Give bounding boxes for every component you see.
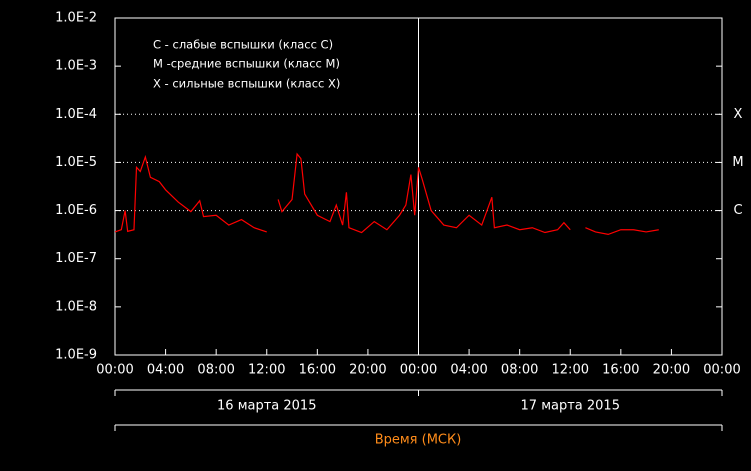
x-axis-label: Время (МСК) <box>375 433 462 448</box>
x-tick-label: 12:00 <box>552 363 589 378</box>
x-tick-label: 00:00 <box>96 363 133 378</box>
y-tick-label: 1.0E-2 <box>55 11 97 26</box>
x-tick-label: 16:00 <box>299 363 336 378</box>
x-tick-label: 20:00 <box>349 363 386 378</box>
x-tick-label: 00:00 <box>400 363 437 378</box>
legend-note: X - сильные вспышки (класс X) <box>153 77 340 91</box>
y-tick-label: 1.0E-3 <box>55 59 97 74</box>
flux-line <box>114 152 659 236</box>
legend-note: C - слабые вспышки (класс C) <box>153 38 333 52</box>
y-tick-label: 1.0E-7 <box>55 251 97 266</box>
legend-note: M -средние вспышки (класс M) <box>153 57 340 71</box>
y-tick-label: 1.0E-8 <box>55 299 97 314</box>
x-tick-label: 12:00 <box>248 363 285 378</box>
day-label: 17 марта 2015 <box>521 399 620 414</box>
x-tick-label: 20:00 <box>653 363 690 378</box>
x-tick-label: 08:00 <box>501 363 538 378</box>
y-tick-label: 1.0E-4 <box>55 107 97 122</box>
x-tick-label: 08:00 <box>197 363 234 378</box>
class-level-label: C <box>733 203 742 218</box>
x-tick-label: 04:00 <box>450 363 487 378</box>
x-tick-label: 00:00 <box>703 363 740 378</box>
y-tick-label: 1.0E-9 <box>55 348 97 363</box>
x-tick-label: 04:00 <box>147 363 184 378</box>
class-level-label: M <box>732 155 743 170</box>
y-tick-label: 1.0E-5 <box>55 155 97 170</box>
x-tick-label: 16:00 <box>602 363 639 378</box>
y-tick-label: 1.0E-6 <box>55 203 97 218</box>
day-label: 16 марта 2015 <box>217 399 316 414</box>
class-level-label: X <box>734 107 743 122</box>
